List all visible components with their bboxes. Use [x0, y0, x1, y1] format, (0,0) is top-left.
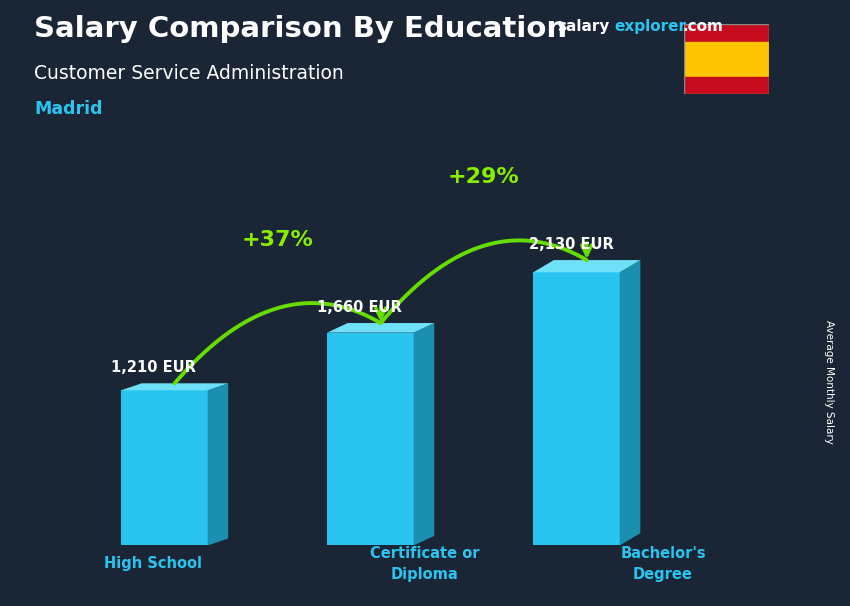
Polygon shape [121, 384, 228, 390]
Text: 1,660 EUR: 1,660 EUR [317, 300, 401, 315]
Bar [684, 42, 769, 76]
Polygon shape [121, 390, 207, 545]
Polygon shape [620, 260, 640, 545]
Text: Certificate or
Diploma: Certificate or Diploma [371, 545, 479, 582]
Text: Bachelor's
Degree: Bachelor's Degree [620, 545, 706, 582]
Polygon shape [533, 260, 640, 272]
Bar [684, 24, 769, 42]
Text: 2,130 EUR: 2,130 EUR [529, 237, 614, 251]
Bar [684, 76, 769, 94]
Text: +29%: +29% [448, 167, 519, 187]
Polygon shape [533, 533, 640, 545]
Text: .com: .com [683, 19, 723, 35]
Polygon shape [327, 536, 434, 545]
Polygon shape [327, 323, 434, 333]
Polygon shape [327, 333, 414, 545]
Text: salary: salary [557, 19, 609, 35]
Text: Average Monthly Salary: Average Monthly Salary [824, 320, 834, 444]
Text: Salary Comparison By Education: Salary Comparison By Education [34, 15, 567, 43]
Polygon shape [207, 384, 228, 545]
Text: High School: High School [104, 556, 202, 571]
Text: Customer Service Administration: Customer Service Administration [34, 64, 343, 82]
Polygon shape [121, 538, 228, 545]
Text: Madrid: Madrid [34, 100, 103, 118]
Text: explorer: explorer [615, 19, 687, 35]
Text: +37%: +37% [241, 230, 314, 250]
Polygon shape [414, 323, 434, 545]
Text: 1,210 EUR: 1,210 EUR [110, 360, 196, 375]
Polygon shape [533, 272, 620, 545]
